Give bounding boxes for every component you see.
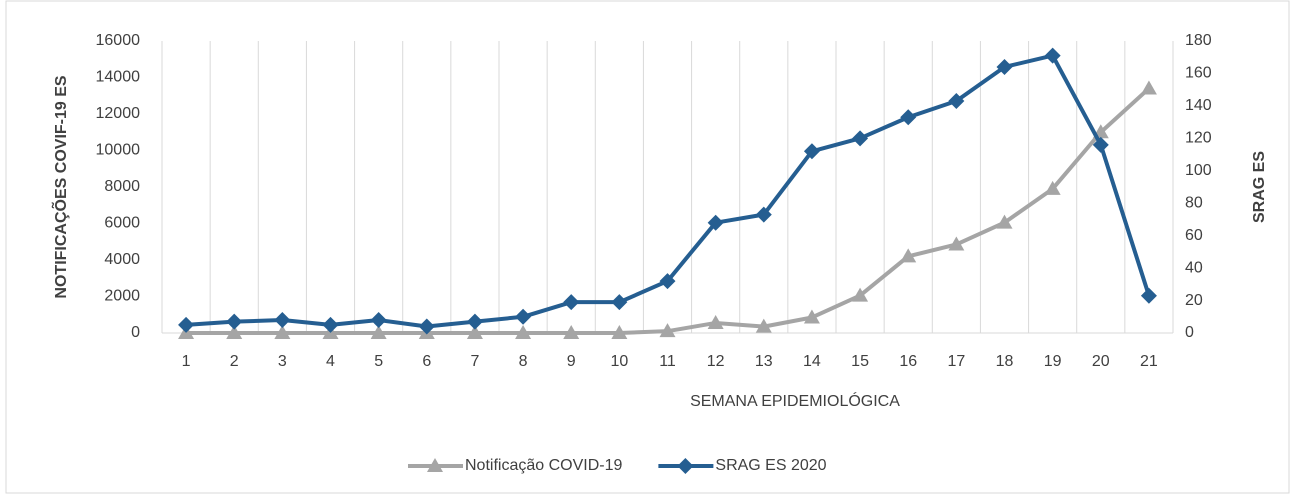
x-tick-label: 14 (803, 353, 821, 370)
chart: SEMANA EPIDEMIOLÓGICA NOTIFICAÇÕES COVIF… (0, 0, 1295, 495)
x-tick-label: 16 (899, 353, 917, 370)
x-tick-label: 9 (567, 353, 576, 370)
x-tick-label: 8 (519, 353, 528, 370)
y2-tick-label: 180 (1185, 32, 1212, 49)
x-tick-label: 3 (278, 353, 287, 370)
chart-border (6, 1, 1289, 493)
y-tick-label: 14000 (96, 69, 141, 86)
x-tick-label: 5 (374, 353, 383, 370)
x-tick-label: 10 (610, 353, 628, 370)
x-tick-label: 19 (1044, 353, 1062, 370)
y2-tick-label: 40 (1185, 259, 1203, 276)
y-tick-label: 16000 (96, 32, 141, 49)
y-tick-label: 8000 (104, 178, 140, 195)
y-tick-label: 2000 (104, 288, 140, 305)
x-tick-label: 6 (422, 353, 431, 370)
y2-tick-label: 80 (1185, 194, 1203, 211)
y2-tick-label: 0 (1185, 324, 1194, 341)
y2-axis-title: SRAG ES (1251, 151, 1268, 223)
y-axis-title: NOTIFICAÇÕES COVIF-19 ES (50, 75, 70, 298)
x-axis-title: SEMANA EPIDEMIOLÓGICA (690, 391, 900, 410)
y2-tick-label: 140 (1185, 97, 1212, 114)
x-tick-label: 11 (659, 353, 676, 370)
y-tick-label: 4000 (104, 251, 140, 268)
y2-tick-label: 100 (1185, 162, 1212, 179)
x-tick-label: 17 (947, 353, 965, 370)
legend-label: Notificação COVID-19 (465, 457, 622, 474)
y-tick-label: 12000 (96, 105, 141, 122)
x-tick-label: 7 (470, 353, 479, 370)
legend-label: SRAG ES 2020 (715, 457, 826, 474)
x-tick-label: 18 (996, 353, 1014, 370)
x-tick-label: 20 (1092, 353, 1110, 370)
y2-tick-label: 160 (1185, 65, 1212, 82)
x-tick-label: 4 (326, 353, 335, 370)
x-tick-label: 2 (230, 353, 239, 370)
y-tick-label: 0 (131, 324, 140, 341)
x-tick-label: 13 (755, 353, 773, 370)
y2-tick-label: 120 (1185, 130, 1212, 147)
x-tick-label: 12 (707, 353, 725, 370)
y2-tick-label: 60 (1185, 227, 1203, 244)
x-tick-label: 21 (1140, 353, 1158, 370)
x-tick-label: 15 (851, 353, 869, 370)
x-tick-label: 1 (182, 353, 191, 370)
y-tick-label: 6000 (104, 215, 140, 232)
y2-tick-label: 20 (1185, 292, 1203, 309)
y-tick-label: 10000 (96, 142, 141, 159)
